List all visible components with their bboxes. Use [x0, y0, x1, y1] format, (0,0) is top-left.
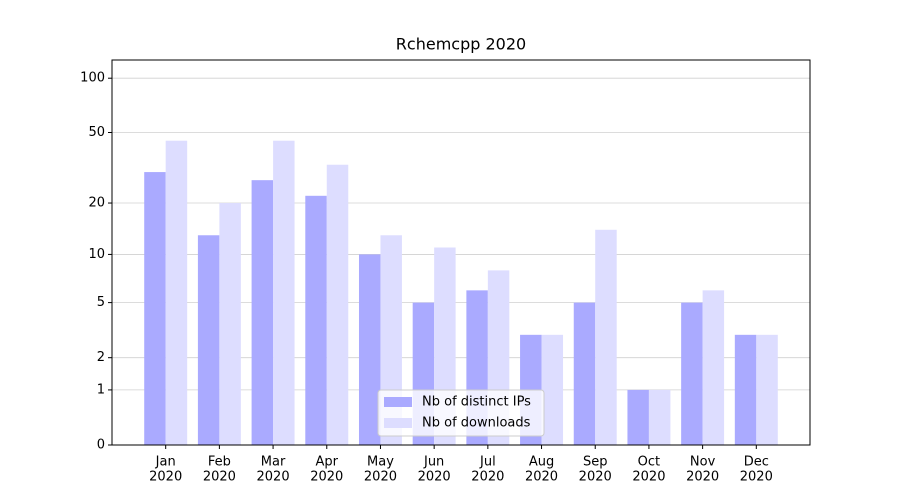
legend-label: Nb of downloads [422, 416, 531, 431]
y-tick-label: 20 [88, 196, 105, 211]
x-tick-label: 2020 [525, 470, 558, 485]
legend-swatch [384, 397, 412, 407]
x-tick-label: 2020 [149, 470, 182, 485]
y-tick-label: 50 [88, 125, 105, 140]
chart-title: Rchemcpp 2020 [396, 35, 526, 54]
x-tick-label: 2020 [686, 470, 719, 485]
x-tick-label: Feb [208, 455, 231, 470]
y-tick-label: 10 [88, 247, 105, 262]
bar [251, 180, 274, 445]
bar [144, 172, 166, 445]
bar [595, 229, 617, 445]
bar [541, 334, 564, 445]
x-tick-label: Aug [529, 455, 554, 470]
bar [273, 140, 295, 445]
bar [756, 334, 778, 445]
x-tick-label: 2020 [257, 470, 290, 485]
y-tick-label: 2 [97, 350, 105, 365]
x-tick-label: Jun [423, 455, 444, 470]
bar [219, 203, 241, 445]
x-tick-label: Apr [316, 455, 339, 470]
bar [573, 302, 596, 445]
x-tick-label: Jul [479, 455, 496, 470]
x-tick-label: Sep [583, 455, 608, 470]
y-tick-label: 5 [97, 295, 105, 310]
legend-box [377, 389, 545, 437]
bar [358, 254, 381, 445]
bar [305, 195, 327, 445]
bar [681, 302, 703, 445]
bar [165, 140, 188, 445]
x-tick-label: May [367, 455, 394, 470]
x-tick-label: 2020 [364, 470, 397, 485]
x-tick-label: 2020 [418, 470, 451, 485]
bar [197, 235, 220, 445]
plot-frame [111, 59, 811, 446]
x-tick-label: 2020 [579, 470, 612, 485]
x-tick-label: 2020 [632, 470, 665, 485]
x-tick-label: Oct [638, 455, 660, 470]
y-tick-label: 100 [80, 71, 105, 86]
x-tick-label: 2020 [310, 470, 343, 485]
bar [702, 290, 725, 445]
bar [627, 389, 649, 445]
x-tick-label: Jan [155, 455, 176, 470]
x-tick-label: Mar [261, 455, 286, 470]
y-tick-label: 0 [97, 438, 105, 453]
x-tick-label: Dec [744, 455, 769, 470]
x-tick-label: 2020 [740, 470, 773, 485]
x-tick-label: 2020 [203, 470, 236, 485]
x-tick-label: 2020 [471, 470, 504, 485]
y-tick-label: 1 [97, 382, 105, 397]
bar [648, 389, 671, 445]
legend-label: Nb of distinct IPs [422, 395, 531, 410]
bar [326, 164, 349, 445]
legend: Nb of distinct IPs Nb of downloads [377, 389, 545, 437]
bar [734, 334, 757, 445]
x-tick-label: Nov [690, 455, 716, 470]
legend-swatch [384, 418, 412, 428]
